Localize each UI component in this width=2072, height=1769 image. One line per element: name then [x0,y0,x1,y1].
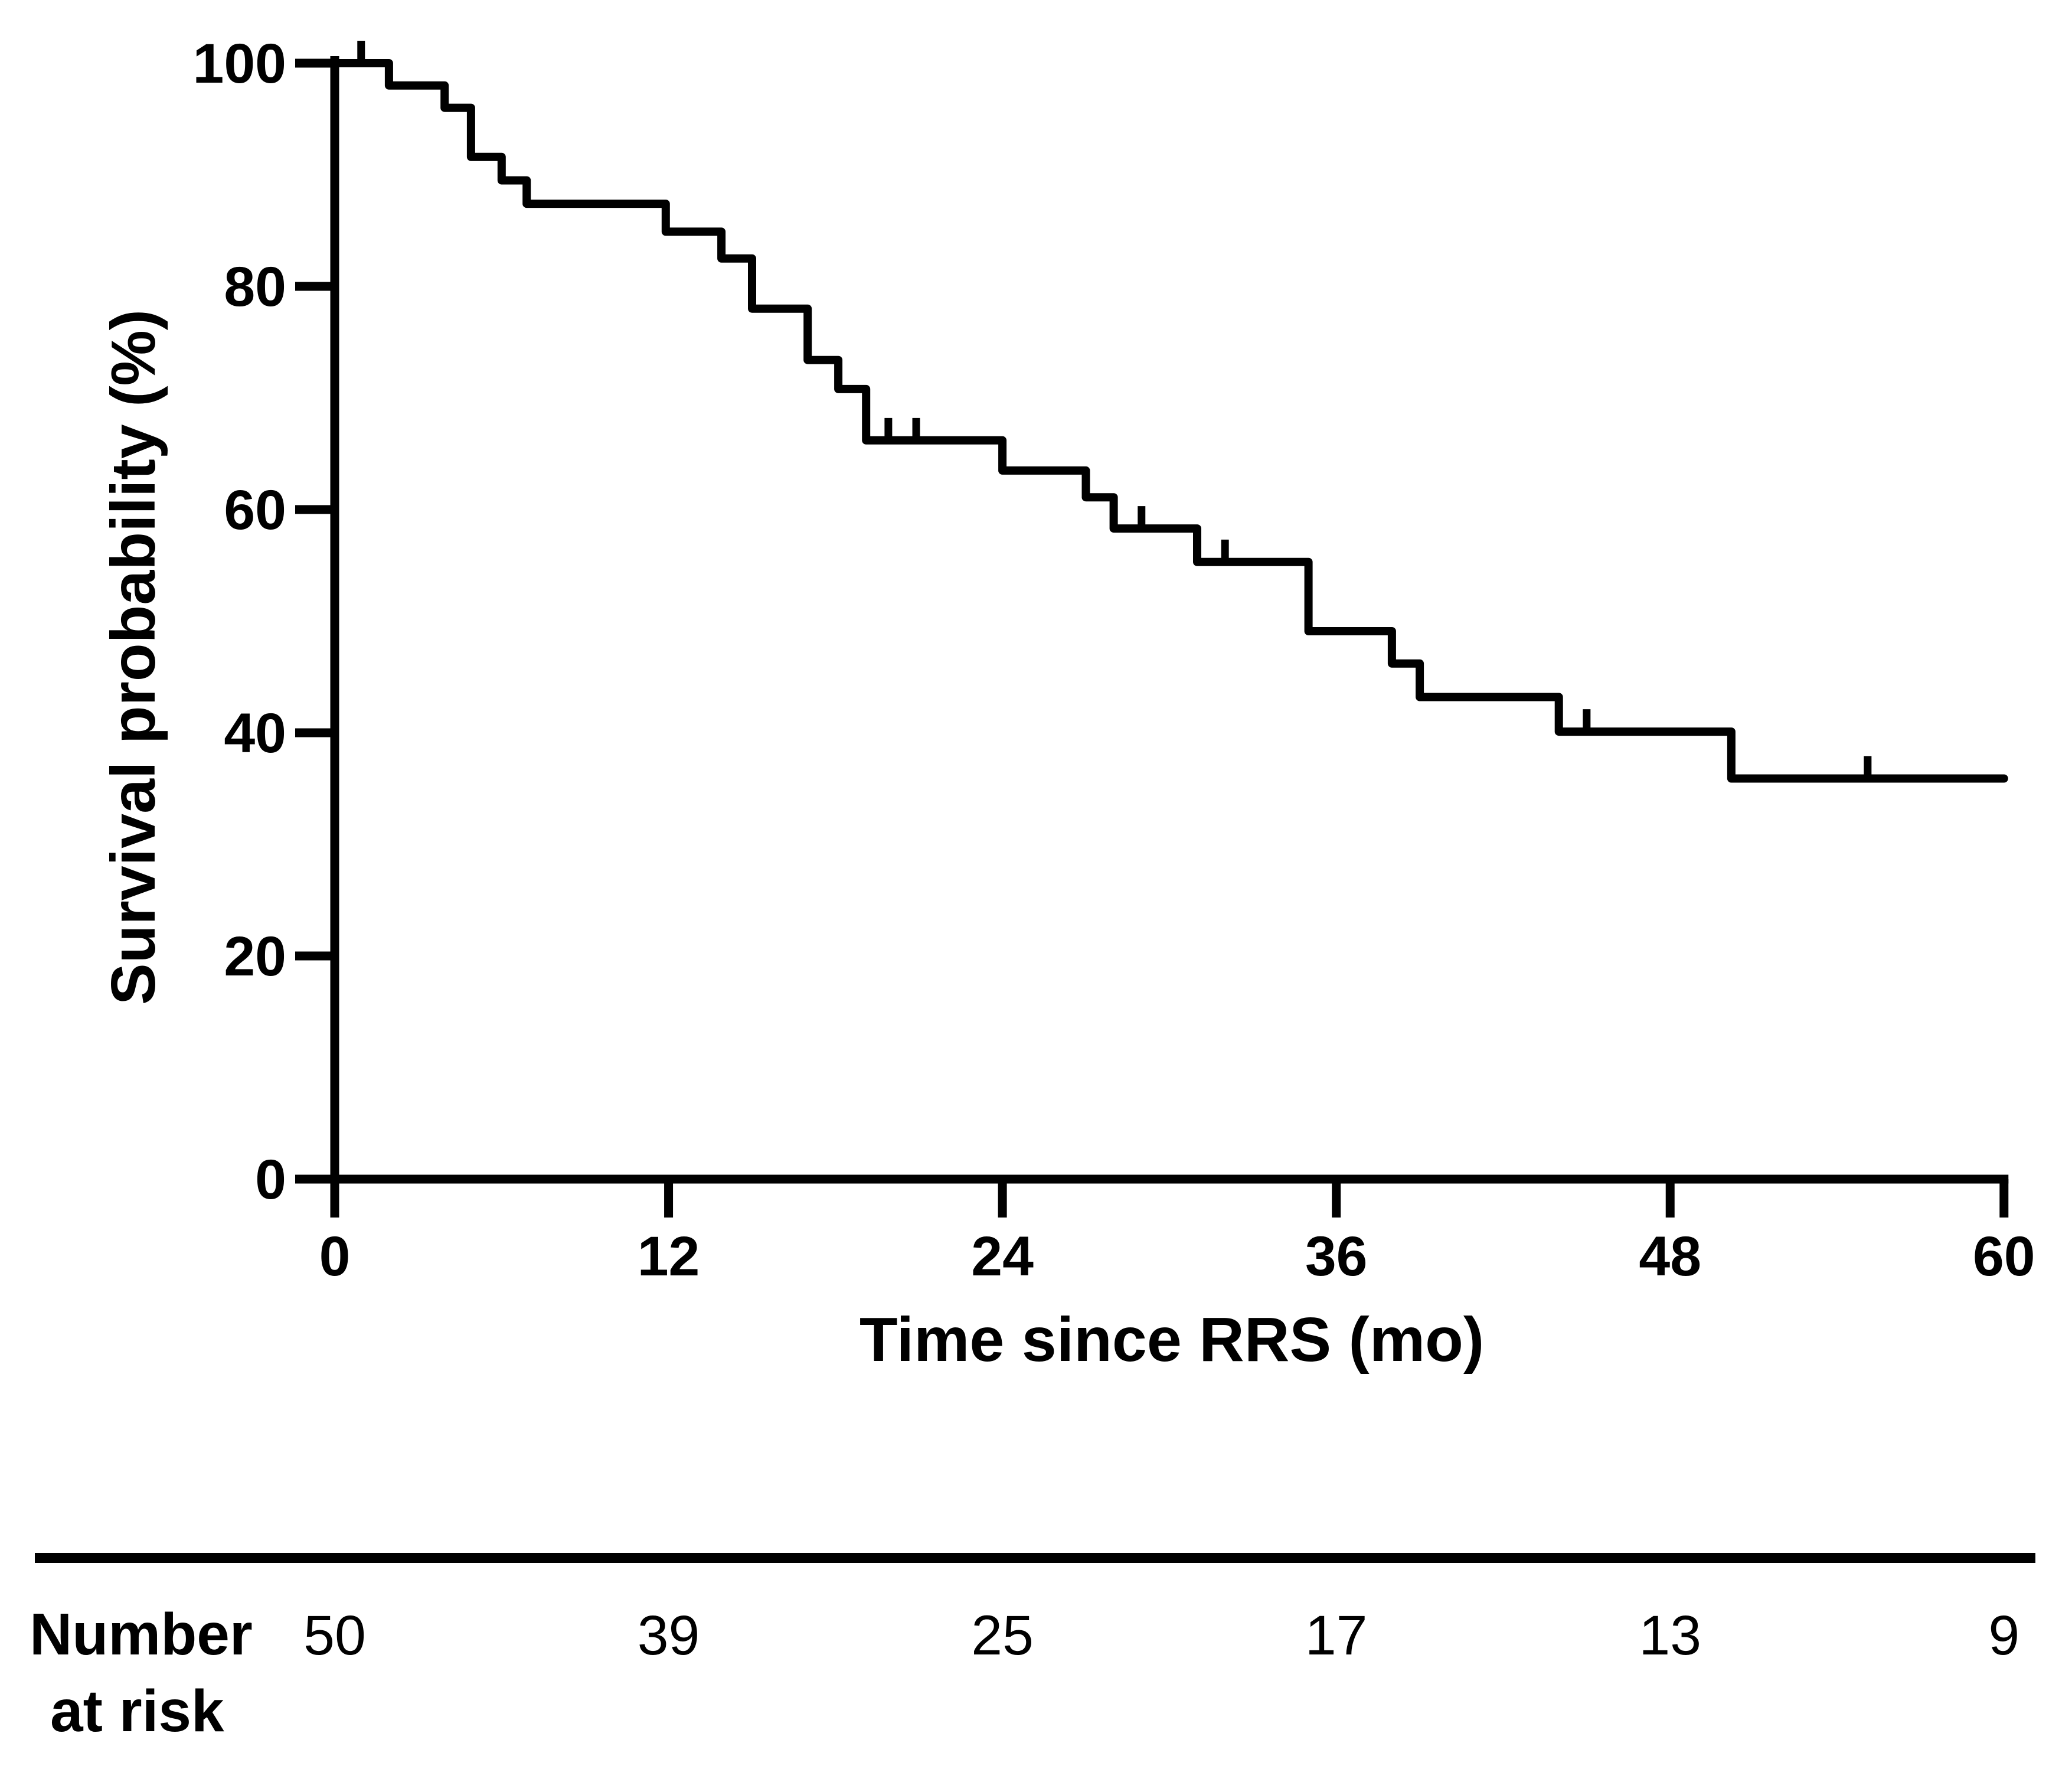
y-axis-title: Survival probability (%) [99,309,168,1005]
x-tick-label: 48 [1639,1225,1701,1288]
risk-table-label-line1: Number [30,1601,253,1667]
x-tick-label: 60 [1973,1225,2035,1288]
risk-table-divider [35,1553,2035,1563]
risk-count: 50 [303,1604,366,1667]
y-tick-label: 20 [224,925,286,988]
x-tick-label: 24 [971,1225,1034,1288]
y-tick-label: 40 [224,702,286,765]
x-tick-label: 12 [638,1225,700,1288]
risk-table-values: 50 39 25 17 13 9 [303,1604,2019,1667]
x-axis: 0 12 24 36 48 60 [319,1174,2035,1288]
km-survival-curve [331,59,2008,783]
x-tick-label: 0 [319,1225,351,1288]
risk-count: 13 [1639,1604,1701,1667]
x-axis-title: Time since RRS (mo) [859,1305,1484,1375]
risk-count: 9 [1988,1604,2019,1667]
survival-curve-group [331,41,2008,783]
y-tick-label: 0 [255,1148,286,1211]
risk-count: 25 [971,1604,1034,1667]
y-tick-label: 100 [192,32,286,95]
y-axis: 0 20 40 60 80 100 [192,32,339,1211]
x-tick-label: 36 [1305,1225,1368,1288]
y-tick-label: 80 [224,256,286,318]
risk-count: 17 [1305,1604,1368,1667]
risk-table-label-line2: at risk [50,1678,224,1744]
y-tick-label: 60 [224,479,286,541]
risk-count: 39 [638,1604,700,1667]
